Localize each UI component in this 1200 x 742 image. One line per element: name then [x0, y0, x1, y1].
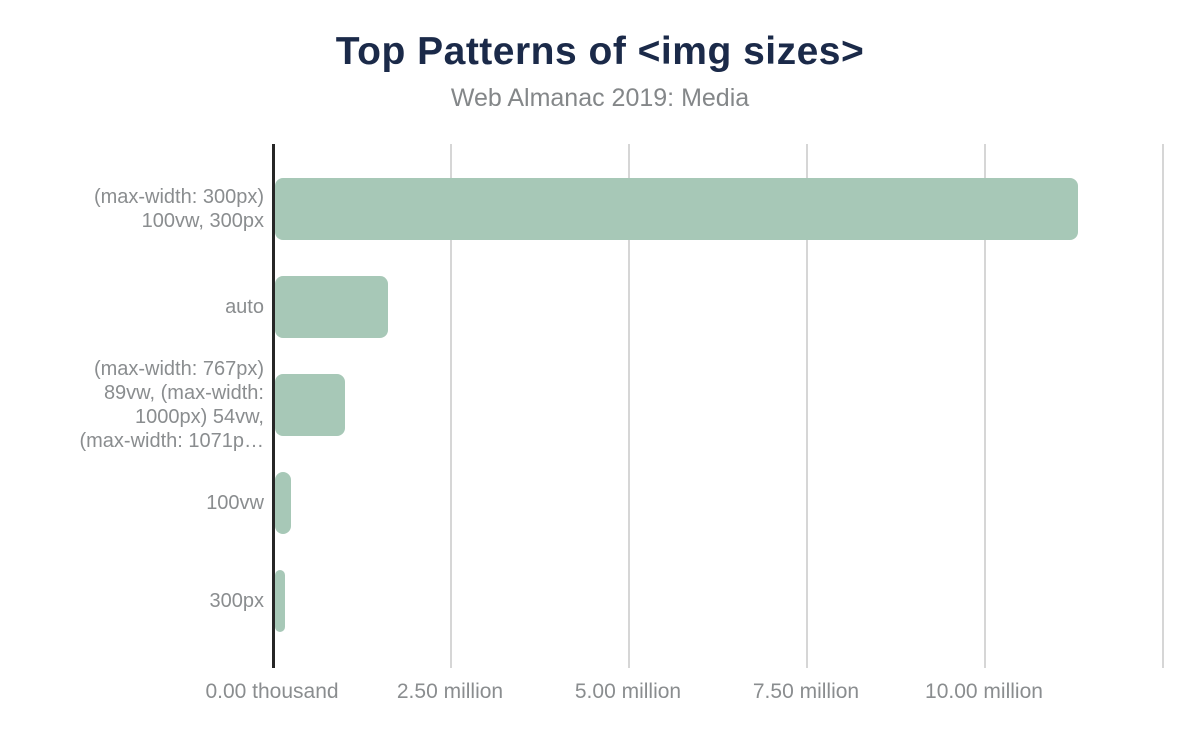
gridline: [628, 144, 630, 668]
gridline: [1162, 144, 1164, 668]
category-label: (max-width: 767px) 89vw, (max-width: 1000p…: [79, 358, 264, 452]
x-tick-label: 0.00 thousand: [205, 680, 339, 703]
gridline: [450, 144, 452, 668]
x-tick-label: 2.50 million: [396, 680, 504, 703]
bar: [275, 472, 292, 534]
category-label: 300px: [209, 590, 265, 612]
x-tick-label: 7.50 million: [752, 680, 860, 703]
category-label: (max-width: 300px) 100vw, 300px: [93, 186, 264, 232]
x-tick-label: 10.00 million: [925, 680, 1043, 703]
gridline: [984, 144, 986, 668]
category-label: 100vw: [206, 492, 264, 514]
chart-title: Top Patterns of <img sizes>: [335, 30, 865, 73]
x-tick-label: 5.00 million: [574, 680, 682, 703]
y-axis-line: [272, 144, 275, 668]
bar: [275, 178, 1078, 240]
bar: [275, 570, 285, 632]
category-label: auto: [225, 296, 264, 318]
gridline: [806, 144, 808, 668]
bar: [275, 374, 346, 436]
chart-subtitle: Web Almanac 2019: Media: [450, 84, 750, 112]
bar: [275, 276, 389, 338]
